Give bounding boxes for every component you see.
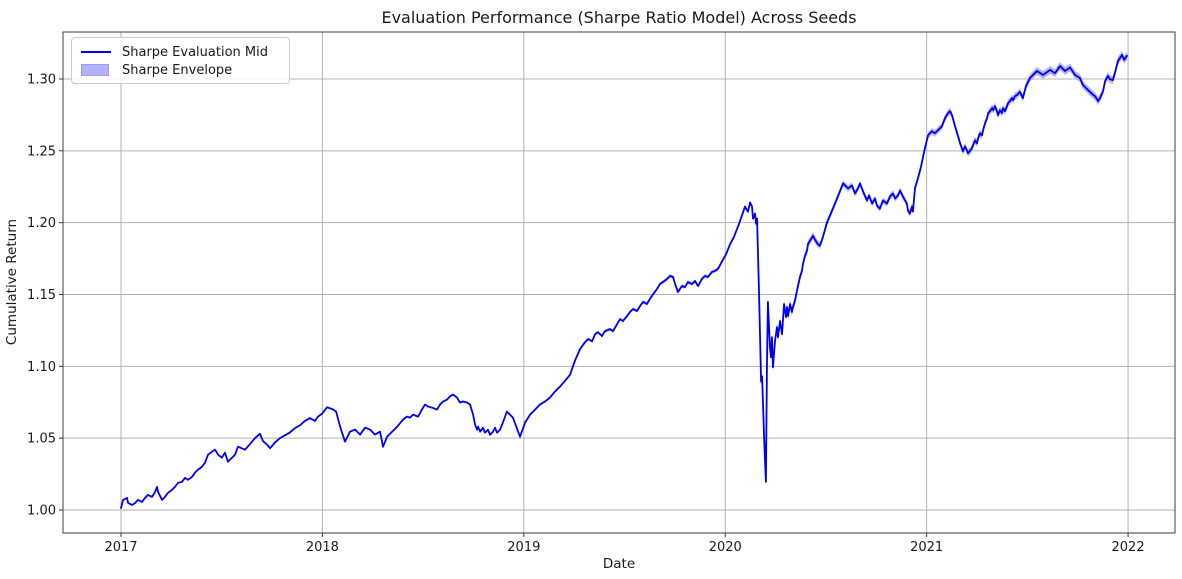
legend-line-swatch: [81, 51, 113, 53]
legend-label-mid: Sharpe Evaluation Mid: [122, 44, 268, 60]
y-axis-label: Cumulative Return: [4, 219, 20, 345]
y-tick-label: 1.25: [27, 144, 56, 159]
x-tick-label: 2017: [104, 540, 137, 555]
axes-frame: [62, 31, 1176, 534]
legend-patch-swatch: [81, 64, 113, 76]
y-tick-label: 1.00: [27, 504, 56, 519]
y-tick-label: 1.15: [27, 288, 56, 303]
grid-layer: [63, 32, 1175, 533]
x-tick-label: 2019: [507, 540, 540, 555]
envelope-band: [121, 50, 1128, 509]
data-layer: [120, 50, 1128, 509]
y-tick-label: 1.20: [27, 216, 56, 231]
legend: Sharpe Evaluation Mid Sharpe Envelope: [71, 37, 290, 84]
y-tick-label: 1.30: [27, 72, 56, 87]
legend-item-envelope: Sharpe Envelope: [81, 61, 281, 79]
x-tick-label: 2022: [1112, 540, 1145, 555]
x-tick-label: 2020: [709, 540, 742, 555]
legend-item-mid: Sharpe Evaluation Mid: [81, 43, 281, 61]
x-axis-label: Date: [603, 556, 635, 572]
chart-title: Evaluation Performance (Sharpe Ratio Mod…: [381, 8, 856, 27]
x-tick-label: 2018: [306, 540, 339, 555]
sharpe-evaluation-mid-line: [120, 53, 1128, 509]
y-tick-label: 1.10: [27, 360, 56, 375]
x-tick-label: 2021: [910, 540, 943, 555]
legend-label-envelope: Sharpe Envelope: [122, 62, 233, 78]
tick-layer: 2017 2018 2019 2020 2021 2022 1.00 1.05 1.10 1.15…: [27, 72, 1145, 555]
y-tick-label: 1.05: [27, 432, 56, 447]
